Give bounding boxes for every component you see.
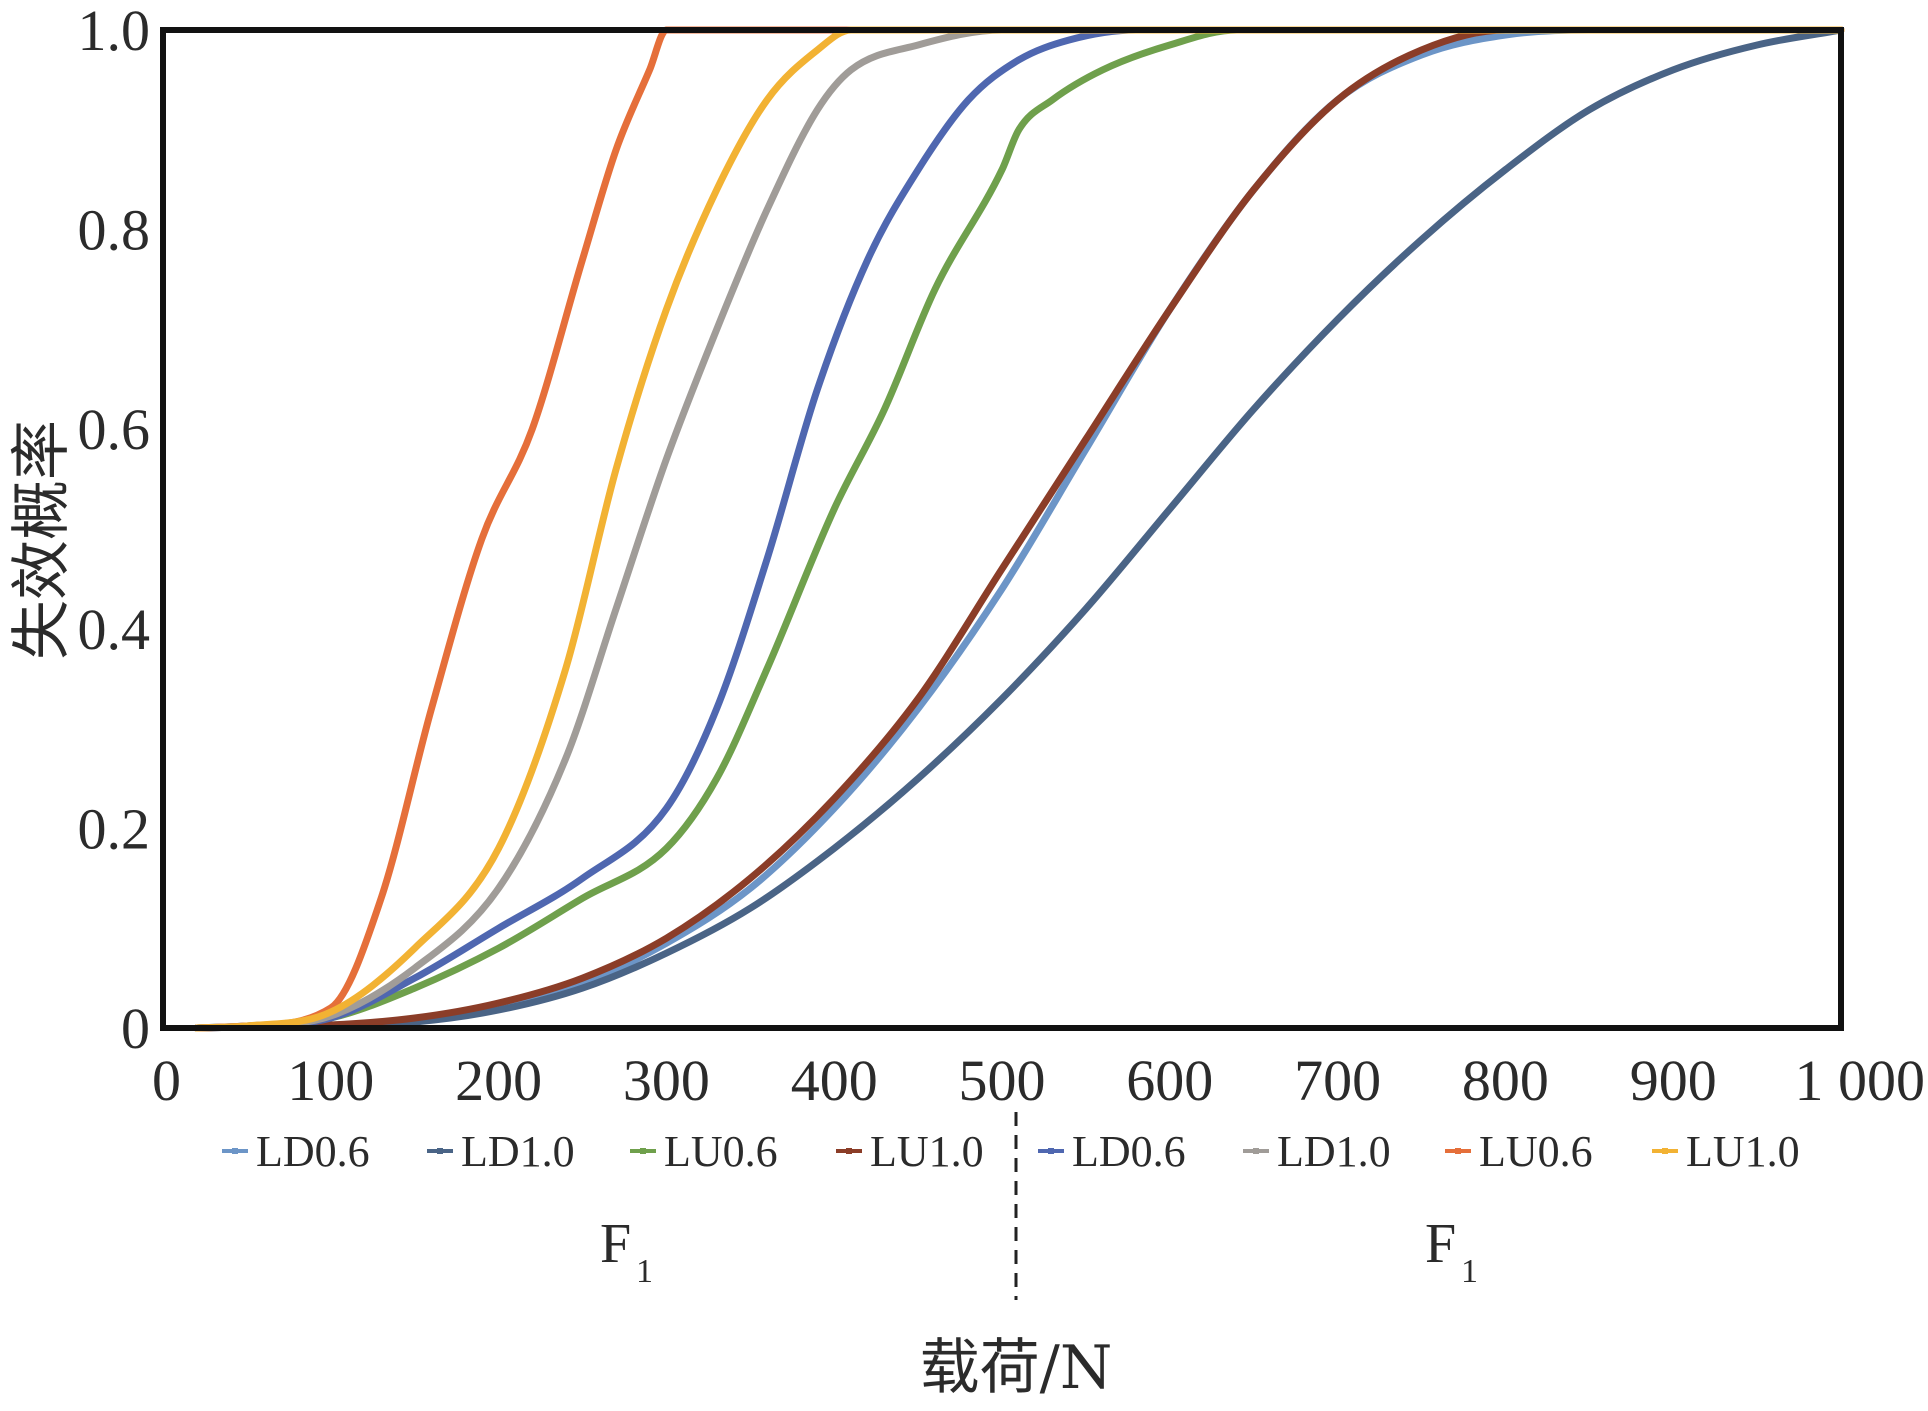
series-line-lu10-g2 [193,26,1845,1032]
y-tick-labels: 0 0.2 0.4 0.6 0.8 1.0 [78,0,151,1061]
x-tick-label: 0 [152,1048,181,1113]
x-tick-label: 600 [1126,1048,1213,1113]
legend: LD0.6 LD1.0 LU0.6 LU1.0 LD0.6 LD1.0 LU0.6 LU1.0 [222,1127,1800,1176]
series-line-lu06-g2 [193,26,1845,1032]
series-lines [193,26,1845,1032]
x-tick-label: 1 000 [1795,1048,1926,1113]
series-line-ld10-g1 [193,26,1845,1032]
legend-marker-ld06-g1 [232,1148,238,1154]
y-axis-title: 失效概率 [7,420,77,660]
group-label-subscript-2: 1 [1461,1253,1478,1290]
legend-marker-lu10-g2 [1662,1148,1668,1154]
x-tick-label: 400 [791,1048,878,1113]
group-label-subscript-1: 1 [636,1253,653,1290]
group-label-2: F [1425,1213,1456,1275]
series-line-ld06-g1 [193,26,1845,1032]
y-tick-label: 0.4 [78,597,151,662]
legend-label-ld10-g2: LD1.0 [1277,1127,1391,1176]
y-tick-label: 0.2 [78,796,151,861]
y-tick-label: 0.8 [78,198,151,263]
x-tick-label: 300 [623,1048,710,1113]
x-tick-label: 900 [1630,1048,1717,1113]
legend-label-lu10-g1: LU1.0 [870,1127,984,1176]
legend-marker-ld10-g1 [437,1148,443,1154]
legend-label-lu10-g2: LU1.0 [1686,1127,1800,1176]
legend-marker-ld10-g2 [1253,1148,1259,1154]
legend-label-lu06-g1: LU0.6 [664,1127,778,1176]
x-tick-labels: 0 100 200 300 400 500 600 700 800 900 1 000 [152,1048,1925,1113]
legend-marker-ld06-g2 [1048,1148,1054,1154]
series-line-lu06-g1 [193,26,1845,1032]
x-tick-label: 500 [959,1048,1046,1113]
legend-label-ld06-g2: LD0.6 [1072,1127,1186,1176]
legend-label-lu06-g2: LU0.6 [1479,1127,1593,1176]
group-label-1: F [600,1213,631,1275]
y-tick-label: 1.0 [78,0,151,63]
legend-marker-lu10-g1 [846,1148,852,1154]
x-tick-label: 100 [287,1048,374,1113]
x-tick-label: 800 [1462,1048,1549,1113]
series-line-ld06-g2 [193,26,1845,1032]
y-tick-label: 0 [121,996,150,1061]
x-tick-label: 200 [455,1048,542,1113]
legend-label-ld06-g1: LD0.6 [256,1127,370,1176]
legend-marker-lu06-g2 [1455,1148,1461,1154]
legend-marker-lu06-g1 [640,1148,646,1154]
series-line-ld10-g2 [193,26,1845,1032]
x-axis-title: 载荷/N [920,1333,1113,1403]
series-line-lu10-g1 [193,26,1845,1032]
x-tick-label: 700 [1294,1048,1381,1113]
plot-frame [160,27,1844,1031]
y-tick-label: 0.6 [78,397,151,462]
legend-label-ld10-g1: LD1.0 [461,1127,575,1176]
